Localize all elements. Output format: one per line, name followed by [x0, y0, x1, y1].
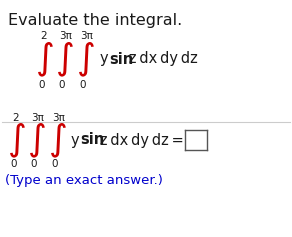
- Text: 0: 0: [38, 80, 44, 90]
- Text: ∫: ∫: [77, 42, 96, 76]
- Text: sin: sin: [80, 132, 104, 147]
- Text: ∫: ∫: [49, 123, 68, 157]
- Text: z dx dy dz =: z dx dy dz =: [97, 132, 184, 147]
- Text: 3π: 3π: [31, 113, 44, 123]
- Text: 0: 0: [58, 80, 65, 90]
- Text: ∫: ∫: [8, 123, 27, 157]
- Text: 2: 2: [12, 113, 19, 123]
- Text: ∫: ∫: [56, 42, 75, 76]
- Text: 3π: 3π: [59, 31, 72, 41]
- Text: ∫: ∫: [36, 42, 55, 76]
- Text: 3π: 3π: [80, 31, 93, 41]
- Text: y: y: [100, 51, 112, 67]
- Text: Evaluate the integral.: Evaluate the integral.: [8, 13, 182, 28]
- Text: 0: 0: [10, 159, 17, 169]
- Text: z dx dy dz: z dx dy dz: [126, 51, 198, 67]
- Text: ∫: ∫: [28, 123, 47, 157]
- Text: 0: 0: [79, 80, 86, 90]
- Text: 2: 2: [40, 31, 47, 41]
- Text: 3π: 3π: [52, 113, 65, 123]
- Text: (Type an exact answer.): (Type an exact answer.): [5, 174, 163, 187]
- Text: 0: 0: [30, 159, 36, 169]
- Text: y: y: [71, 132, 83, 147]
- Text: 0: 0: [51, 159, 58, 169]
- Text: sin: sin: [109, 51, 133, 67]
